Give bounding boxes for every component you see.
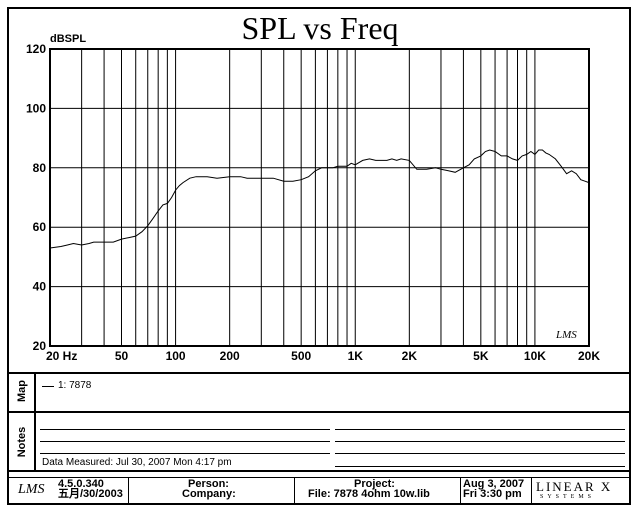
file-text: File: 7878 4ohm 10w.lib bbox=[308, 488, 430, 500]
brand-subtitle: SYSTEMS bbox=[540, 494, 596, 500]
y-tick-label: 100 bbox=[26, 101, 46, 115]
notes-line bbox=[335, 429, 625, 430]
x-tick-label: 500 bbox=[291, 349, 311, 363]
y-tick-label: 120 bbox=[26, 42, 46, 56]
separator bbox=[294, 478, 295, 503]
x-tick-label: 20 Hz bbox=[46, 349, 77, 363]
legend-entry: 1: 7878 bbox=[58, 380, 92, 391]
x-tick-label: 200 bbox=[220, 349, 240, 363]
series-line bbox=[49, 149, 590, 249]
notes-line bbox=[40, 441, 330, 442]
page-frame bbox=[7, 7, 631, 505]
separator bbox=[9, 470, 629, 472]
lms-logo: LMS bbox=[18, 482, 45, 497]
y-tick-label: 40 bbox=[33, 280, 47, 294]
notes-line bbox=[335, 453, 625, 454]
x-tick-label: 50 bbox=[115, 349, 129, 363]
chart-title: SPL vs Freq bbox=[241, 10, 399, 46]
map-panel-label: Map bbox=[16, 380, 28, 402]
spl-chart: 20 40 60 80 100 120 20 Hz 50 100 200 500 1K 2K 5K 10K 2… bbox=[26, 33, 600, 363]
x-tick-label: 1K bbox=[348, 349, 364, 363]
y-tick-label: 80 bbox=[33, 161, 47, 175]
separator bbox=[9, 477, 629, 478]
footer-date: Aug 3, 2007 bbox=[463, 478, 525, 490]
company-label: Company: bbox=[182, 488, 236, 500]
separator bbox=[9, 372, 629, 374]
x-tick-label: 20K bbox=[578, 349, 600, 363]
x-tick-label: 10K bbox=[524, 349, 546, 363]
y-tick-label: 60 bbox=[33, 220, 47, 234]
version-text: 4.5.0.340 bbox=[58, 478, 104, 490]
separator bbox=[9, 411, 629, 413]
notes-line bbox=[40, 453, 330, 454]
project-label: Project: bbox=[354, 478, 395, 490]
y-tick-label: 20 bbox=[33, 339, 47, 353]
footer-time: Fri 3:30 pm bbox=[463, 488, 522, 500]
notes-line bbox=[335, 441, 625, 442]
x-tick-label: 100 bbox=[166, 349, 186, 363]
notes-line bbox=[40, 429, 330, 430]
separator bbox=[460, 478, 461, 503]
version-date: 五月/30/2003 bbox=[58, 488, 123, 500]
separator bbox=[128, 478, 129, 503]
x-tick-label: 2K bbox=[402, 349, 418, 363]
separator bbox=[34, 374, 36, 470]
person-label: Person: bbox=[188, 478, 229, 490]
brand-logo: LINEAR X bbox=[536, 479, 613, 494]
separator bbox=[531, 478, 532, 503]
chart-watermark-logo: LMS bbox=[555, 329, 577, 341]
plot-area-border bbox=[49, 48, 590, 347]
notes-panel-label: Notes bbox=[16, 426, 28, 458]
legend-line-icon bbox=[42, 386, 54, 387]
y-axis-label: dBSPL bbox=[50, 33, 86, 45]
data-measured-text: Data Measured: Jul 30, 2007 Mon 4:17 pm bbox=[42, 457, 232, 468]
notes-line bbox=[335, 466, 625, 467]
x-tick-label: 5K bbox=[473, 349, 489, 363]
